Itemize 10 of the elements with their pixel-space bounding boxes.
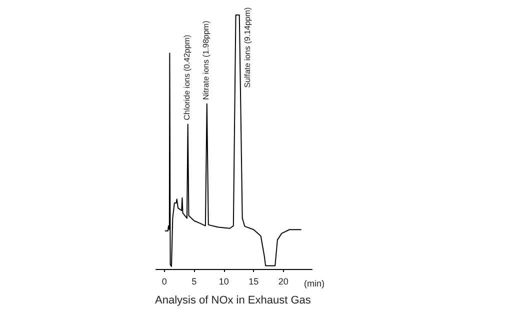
x-tick-label: 20 — [278, 276, 288, 286]
x-tick-label: 5 — [192, 276, 197, 286]
text: Analysis of NOx in Exhaust Gas — [155, 294, 312, 306]
x-tick-label: 10 — [218, 276, 229, 286]
annotation: Nitrate ions (1.98ppm) — [201, 20, 210, 100]
annotation: Sulfate ions (9.14ppm) — [243, 6, 252, 88]
x-tick-label: 15 — [248, 276, 259, 286]
annotation: Chloride ions (0.42ppm) — [182, 34, 192, 120]
x-tick-label: 0 — [162, 276, 167, 286]
x-axis-title: (min) — [304, 278, 324, 288]
